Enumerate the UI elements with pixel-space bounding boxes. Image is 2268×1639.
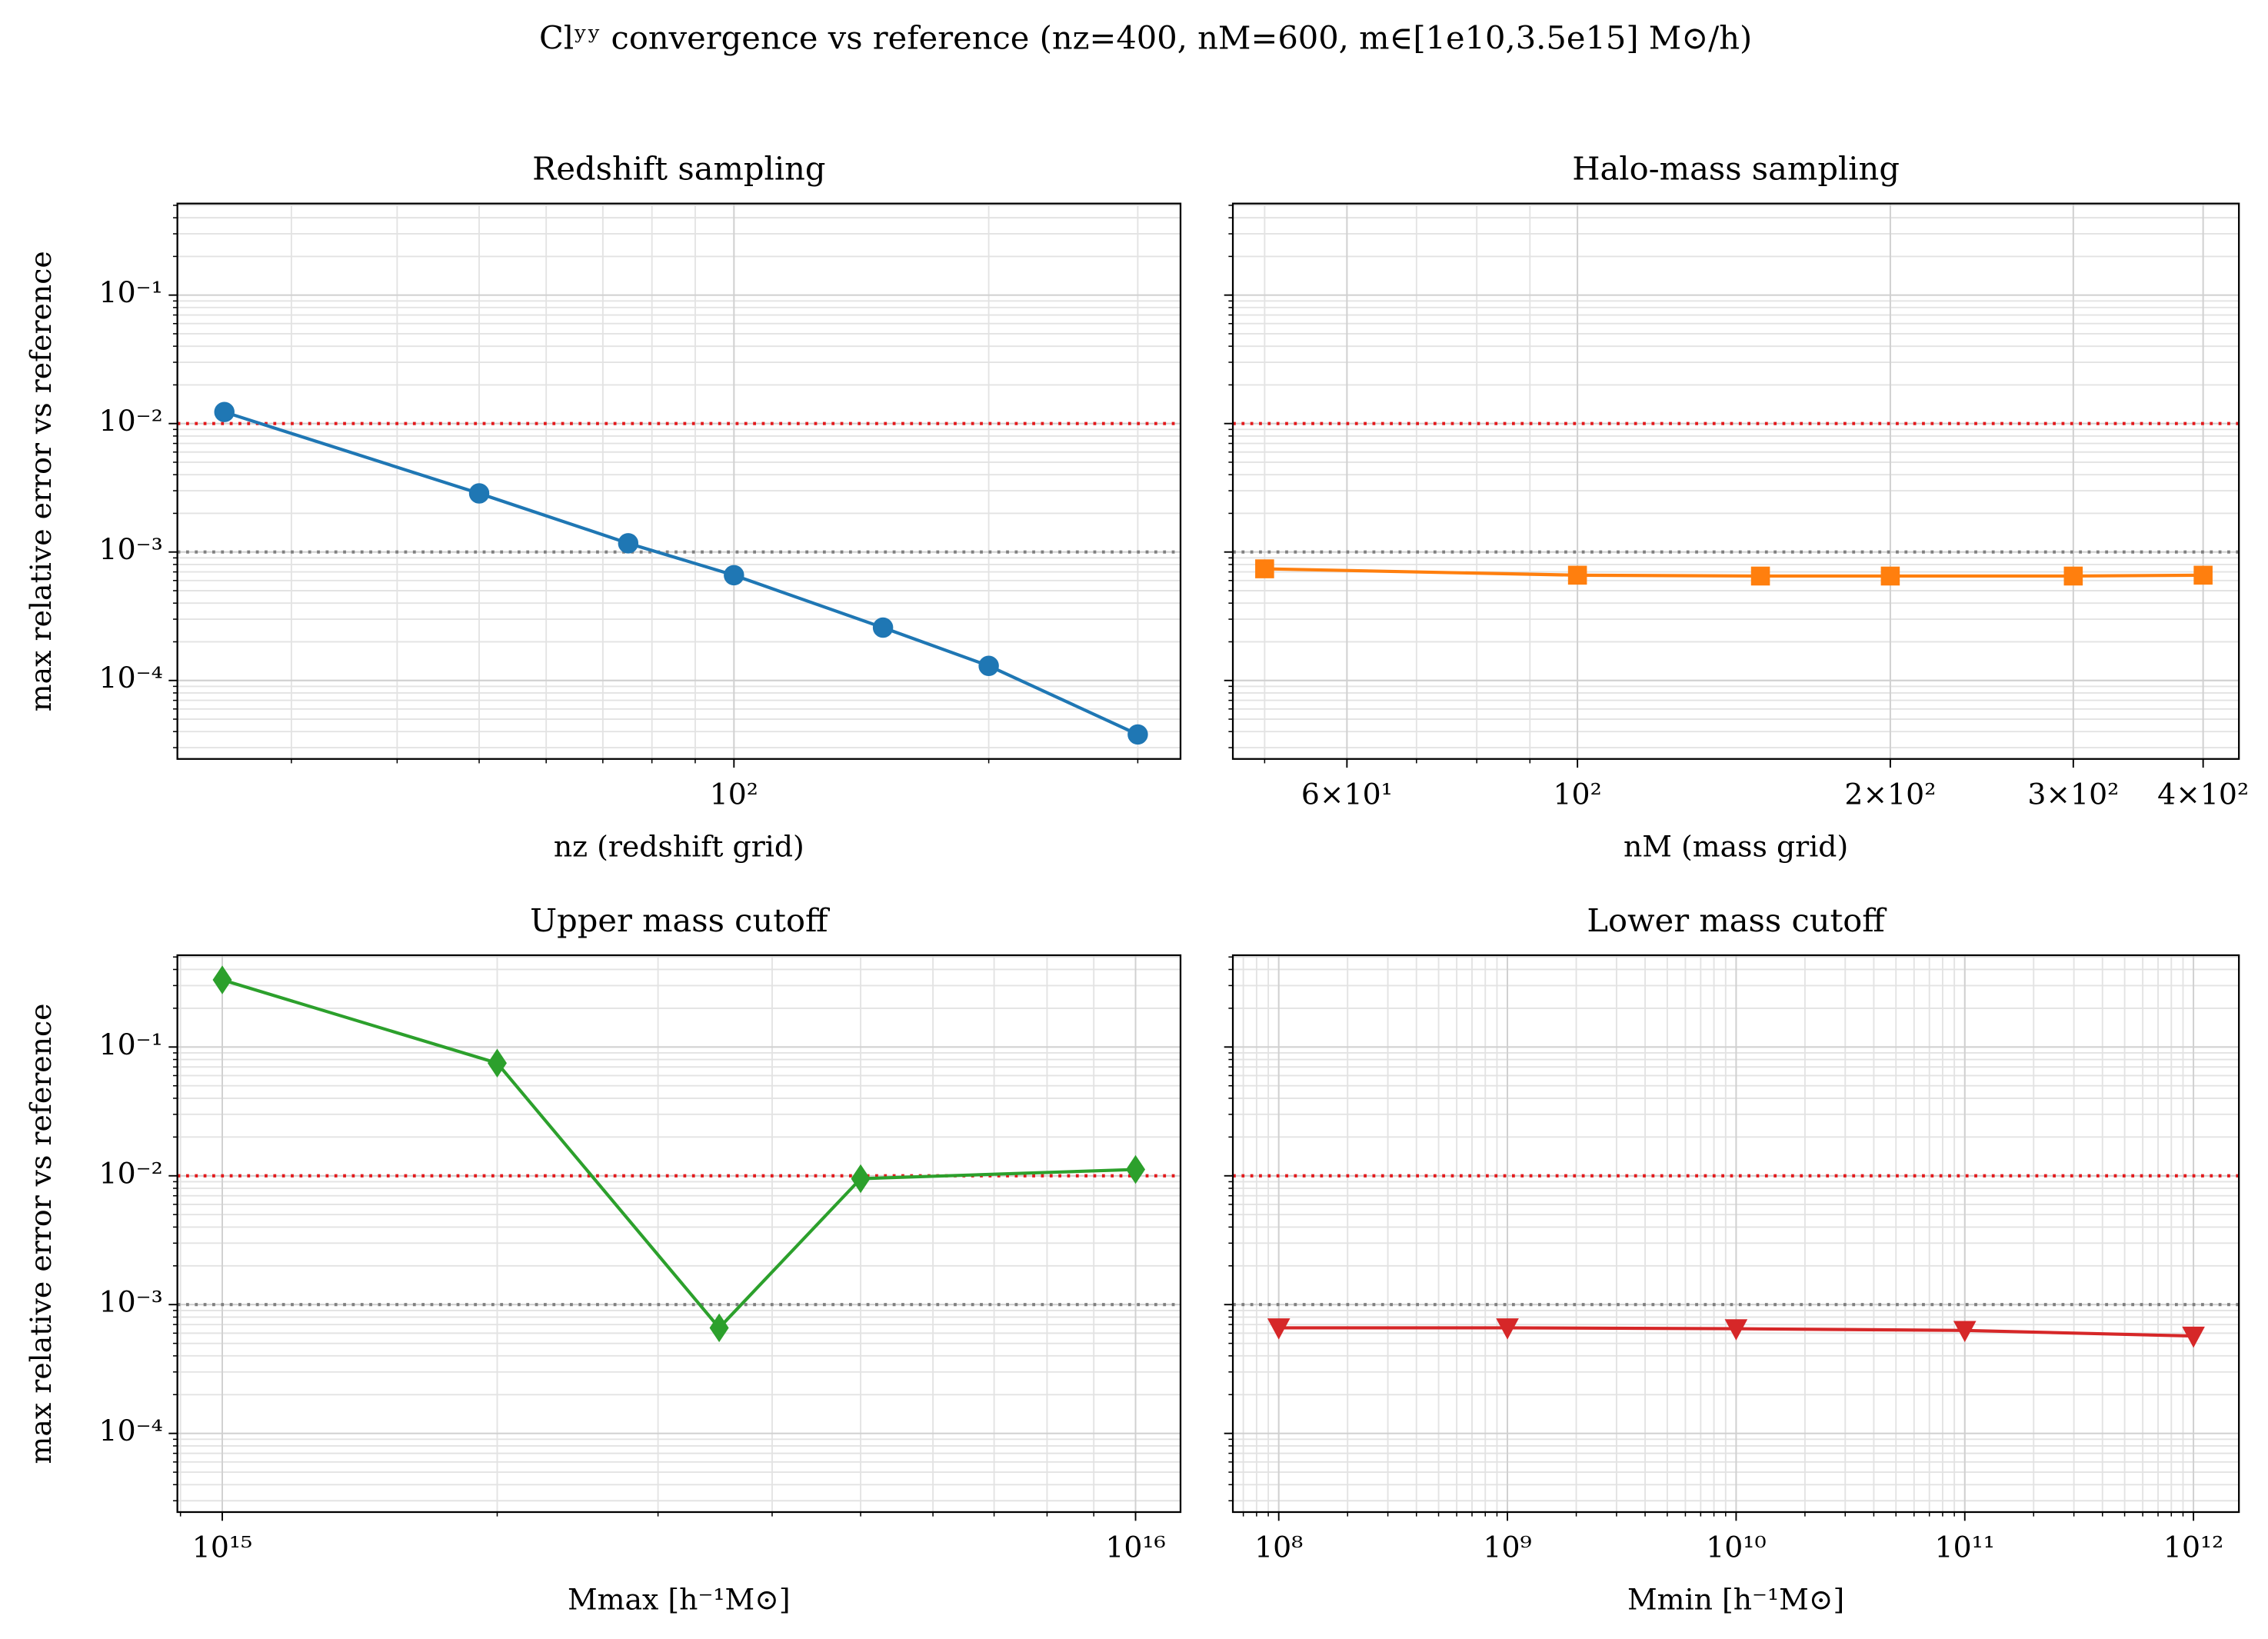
marker	[214, 401, 235, 422]
marker	[1496, 1318, 1519, 1340]
marker	[709, 1313, 729, 1343]
x-tick-label: 10²	[1554, 777, 1602, 811]
marker	[1567, 565, 1587, 585]
y-axis-label: max relative error vs reference	[24, 251, 58, 711]
plot-frame	[1231, 954, 2240, 1514]
y-tick-label: 10⁻⁴	[99, 661, 163, 695]
subplot-title: Lower mass cutoff	[1587, 901, 1887, 939]
marker	[2063, 566, 2083, 586]
x-tick-label: 10¹⁵	[192, 1531, 252, 1564]
marker	[1127, 724, 1148, 745]
series-line	[1264, 567, 2203, 578]
marker	[1267, 1318, 1291, 1340]
marker	[468, 483, 490, 504]
subplot-title: Redshift sampling	[532, 150, 825, 188]
x-axis-label: nM (mass grid)	[1624, 829, 1848, 863]
marker	[724, 565, 744, 586]
plot-frame	[176, 202, 1182, 760]
marker	[1750, 566, 1770, 586]
x-tick-label: 6×10¹	[1301, 777, 1393, 811]
x-tick-label: 3×10²	[2027, 777, 2119, 811]
x-tick-label: 10¹²	[2163, 1531, 2223, 1564]
x-tick-label: 10⁸	[1254, 1531, 1303, 1564]
y-tick-label: 10⁻³	[99, 1285, 163, 1319]
subplot-title: Halo-mass sampling	[1572, 150, 1900, 188]
x-tick-label: 10¹¹	[1935, 1531, 1995, 1564]
marker	[1724, 1319, 1748, 1341]
x-tick-label: 10⁹	[1483, 1531, 1531, 1564]
subplot-title: Upper mass cutoff	[530, 901, 831, 939]
x-axis-label: Mmax [h⁻¹M⊙]	[568, 1583, 791, 1617]
plot-frame	[1231, 202, 2240, 760]
x-tick-label: 10¹⁶	[1105, 1531, 1165, 1564]
figure-title: Clʸʸ convergence vs reference (nz=400, n…	[539, 18, 1752, 56]
y-tick-label: 10⁻²	[99, 404, 163, 438]
marker	[872, 617, 894, 638]
marker	[2193, 565, 2213, 585]
y-tick-label: 10⁻¹	[99, 1028, 163, 1061]
marker	[618, 533, 639, 554]
y-tick-label: 10⁻³	[99, 532, 163, 566]
x-tick-label: 10¹⁰	[1706, 1531, 1766, 1564]
marker	[978, 655, 999, 676]
y-tick-label: 10⁻¹	[99, 275, 163, 309]
x-axis-label: nz (redshift grid)	[554, 829, 804, 863]
x-tick-label: 10²	[710, 777, 758, 811]
marker	[1255, 559, 1274, 578]
marker	[2182, 1326, 2205, 1348]
marker	[212, 965, 232, 994]
marker	[1880, 566, 1900, 586]
x-tick-label: 2×10²	[1844, 777, 1936, 811]
y-tick-label: 10⁻²	[99, 1156, 163, 1190]
x-axis-label: Mmin [h⁻¹M⊙]	[1627, 1583, 1844, 1617]
y-tick-label: 10⁻⁴	[99, 1414, 163, 1447]
marker	[488, 1048, 507, 1078]
x-tick-label: 4×10²	[2157, 777, 2249, 811]
marker	[1126, 1154, 1146, 1184]
plot-frame	[176, 954, 1182, 1514]
marker	[1953, 1321, 1977, 1343]
y-axis-label: max relative error vs reference	[24, 1003, 58, 1464]
marker	[851, 1164, 871, 1194]
